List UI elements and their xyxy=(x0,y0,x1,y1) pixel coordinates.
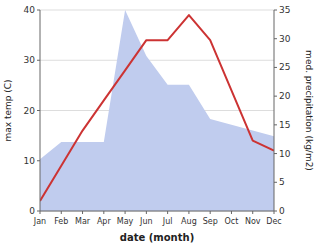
x-tick xyxy=(125,211,126,214)
y2-tick xyxy=(274,96,277,97)
chart: 0 10 20 30 40 0 5 10 15 20 25 30 35 Jan Feb Mar Apr May Ju… xyxy=(0,0,318,247)
x-tick-label: Nov xyxy=(245,217,261,226)
x-tick-label: Mar xyxy=(75,217,91,226)
x-tick-label: Jan xyxy=(33,217,46,226)
y-tick-label: 40 xyxy=(24,5,36,15)
y2-tick xyxy=(274,38,277,39)
x-tick-label: May xyxy=(117,217,134,226)
y2-tick-label: 0 xyxy=(279,206,285,216)
x-tick-label: Feb xyxy=(54,217,68,226)
y2-tick-label: 25 xyxy=(279,62,290,72)
x-tick-label: Jul xyxy=(162,217,173,226)
y-tick xyxy=(37,60,40,61)
y-tick-label: 30 xyxy=(24,55,36,65)
chart-container: 0 10 20 30 40 0 5 10 15 20 25 30 35 Jan Feb Mar Apr May Ju… xyxy=(0,0,318,247)
y2-tick-label: 5 xyxy=(279,177,285,187)
axes: 0 10 20 30 40 0 5 10 15 20 25 30 35 Jan Feb Mar Apr May Ju… xyxy=(24,5,291,226)
x-axis-line xyxy=(40,211,274,212)
y-tick xyxy=(37,10,40,11)
x-tick xyxy=(82,211,83,214)
y-tick-label: 10 xyxy=(24,156,36,166)
y2-tick xyxy=(274,67,277,68)
x-tick-label: Sep xyxy=(203,217,218,226)
precipitation-area xyxy=(40,10,274,211)
grid-line xyxy=(40,60,274,61)
x-tick xyxy=(252,211,253,214)
y2-axis-line xyxy=(274,10,275,211)
grid-line xyxy=(40,211,274,212)
y2-tick-label: 10 xyxy=(279,149,291,159)
grid xyxy=(40,10,274,211)
y2-tick-label: 15 xyxy=(279,120,290,130)
x-axis-title: date (month) xyxy=(120,232,194,243)
x-tick-label: Dec xyxy=(266,217,281,226)
grid-line xyxy=(40,10,274,11)
y2-axis-title: med. precipitation (kg/m2) xyxy=(304,50,314,171)
temperature-line xyxy=(40,15,274,201)
x-tick xyxy=(231,211,232,214)
x-tick xyxy=(103,211,104,214)
x-tick xyxy=(167,211,168,214)
plot-area xyxy=(40,10,274,211)
x-tick xyxy=(146,211,147,214)
x-tick xyxy=(210,211,211,214)
y2-tick xyxy=(274,182,277,183)
y-tick-label: 0 xyxy=(29,206,35,216)
x-tick-label: Aug xyxy=(181,217,197,226)
y2-tick xyxy=(274,124,277,125)
y2-tick xyxy=(274,10,277,11)
x-tick xyxy=(40,211,41,214)
y2-tick-label: 30 xyxy=(279,34,291,44)
x-tick-label: Oct xyxy=(225,217,239,226)
y-tick xyxy=(37,110,40,111)
y2-tick-label: 20 xyxy=(279,91,291,101)
x-tick xyxy=(188,211,189,214)
x-tick-label: Apr xyxy=(97,217,112,226)
x-tick-label: Jun xyxy=(139,217,153,226)
y-axis-title: max temp (C) xyxy=(3,79,13,141)
y2-tick xyxy=(274,153,277,154)
y-tick-label: 20 xyxy=(24,106,36,116)
x-tick xyxy=(61,211,62,214)
x-tick xyxy=(274,211,275,214)
y2-tick-label: 35 xyxy=(279,5,290,15)
y-tick xyxy=(37,160,40,161)
